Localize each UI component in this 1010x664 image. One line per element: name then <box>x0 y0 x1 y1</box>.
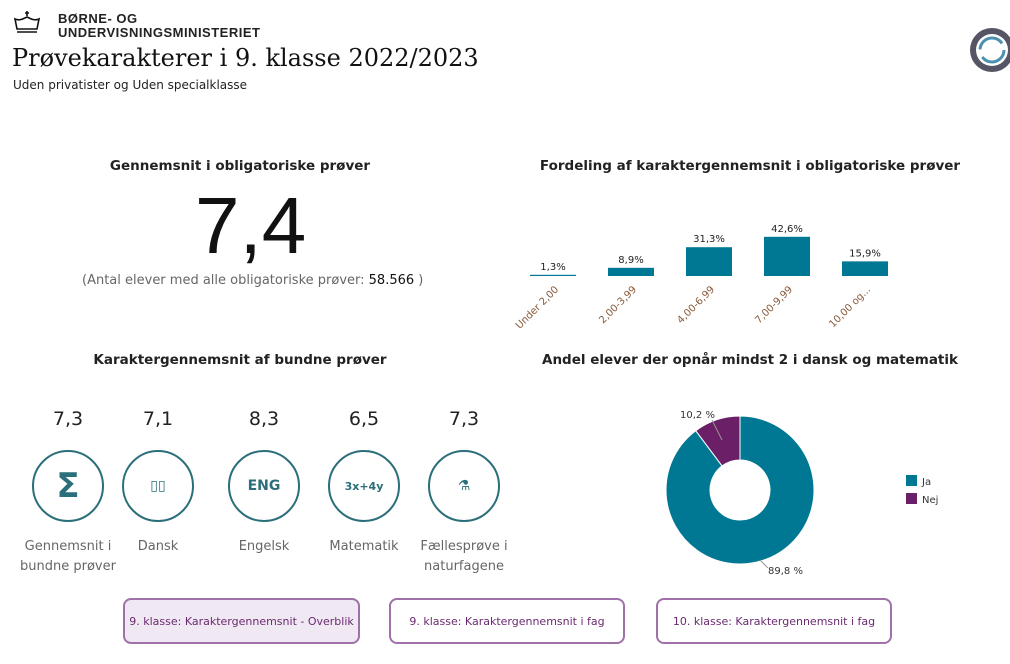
science-icon: ⚗ <box>428 450 500 522</box>
bound-label: Gennemsnit i bundne prøver <box>20 539 116 574</box>
sigma-icon: Σ <box>32 450 104 522</box>
legend-label: Nej <box>922 495 938 506</box>
bar-value-label: 42,6% <box>771 224 803 235</box>
bar-value-label: 1,3% <box>540 262 565 273</box>
bar-category-label: 10,00 og... <box>827 284 873 330</box>
bar-category-label: 7,00-9,99 <box>753 284 795 326</box>
refresh-logo-icon[interactable] <box>968 22 1010 78</box>
bar-category-label: Under 2,00 <box>514 284 561 331</box>
bar-chart-title: Fordeling af karaktergennemsnit i obliga… <box>539 158 961 174</box>
subjects-10-button[interactable]: 10. klasse: Karaktergennemsnit i fag <box>656 598 892 644</box>
bar-value-label: 8,9% <box>618 255 643 266</box>
pie-leader <box>759 559 769 569</box>
bound-label: Fællesprøve i naturfagene <box>420 539 508 574</box>
bound-value: 8,3 <box>248 408 280 430</box>
pie-leader <box>711 419 723 441</box>
subjects-9-button[interactable]: 9. klasse: Karaktergennemsnit i fag <box>389 598 625 644</box>
bound-value: 7,3 <box>448 408 480 430</box>
bar[interactable] <box>608 267 654 276</box>
bound-value: 6,5 <box>348 408 380 430</box>
bound-value: 7,1 <box>142 408 174 430</box>
page-subtitle: Uden privatister og Uden specialklasse <box>13 78 248 92</box>
bar-category-label: 4,00-6,99 <box>675 284 717 326</box>
book-icon: ▯▯ <box>122 450 194 522</box>
bound-label: Engelsk <box>238 539 290 554</box>
bar-category-label: 2,00-3,99 <box>597 284 639 326</box>
bar-value-label: 15,9% <box>849 248 881 259</box>
distribution-bar-chart: 1,3% Under 2,00 8,9% 2,00-3,99 31,3% 4,00-6,9… <box>514 224 888 332</box>
page-title: Prøvekarakterer i 9. klasse 2022/2023 <box>12 44 479 72</box>
share-donut-chart: Ja Nej 10,2 % 89,8 % <box>665 410 938 577</box>
pie-slice[interactable] <box>665 415 815 565</box>
pie-label: 89,8 % <box>768 566 803 577</box>
kpi-count: (Antal elever med alle obligatoriske prø… <box>82 273 424 288</box>
kpi-value: 7,4 <box>195 181 307 270</box>
pie-chart-title: Andel elever der opnår mindst 2 i dansk … <box>542 352 958 368</box>
math-board-icon: 3x+4y <box>328 450 400 522</box>
legend-swatch <box>906 493 917 504</box>
bar[interactable] <box>686 247 732 276</box>
bar[interactable] <box>530 274 576 276</box>
bound-label: Matematik <box>329 539 399 554</box>
crown-logo-icon <box>13 11 41 33</box>
bar[interactable] <box>842 261 888 276</box>
bound-label: Dansk <box>137 539 179 554</box>
english-book-icon: ENG <box>228 450 300 522</box>
bar-value-label: 31,3% <box>693 234 725 245</box>
bound-heading: Karaktergennemsnit af bundne prøver <box>93 352 387 368</box>
overview-button[interactable]: 9. klasse: Karaktergennemsnit - Overblik <box>123 598 360 644</box>
ministry-name: BØRNE- OG UNDERVISNINGSMINISTERIET <box>58 11 261 40</box>
pie-slice[interactable] <box>695 415 741 467</box>
bound-value: 7,3 <box>52 408 84 430</box>
bar[interactable] <box>764 236 810 276</box>
pie-label: 10,2 % <box>680 410 715 421</box>
legend-swatch <box>906 475 917 486</box>
kpi-heading: Gennemsnit i obligatoriske prøver <box>109 158 371 174</box>
legend-label: Ja <box>921 477 931 488</box>
